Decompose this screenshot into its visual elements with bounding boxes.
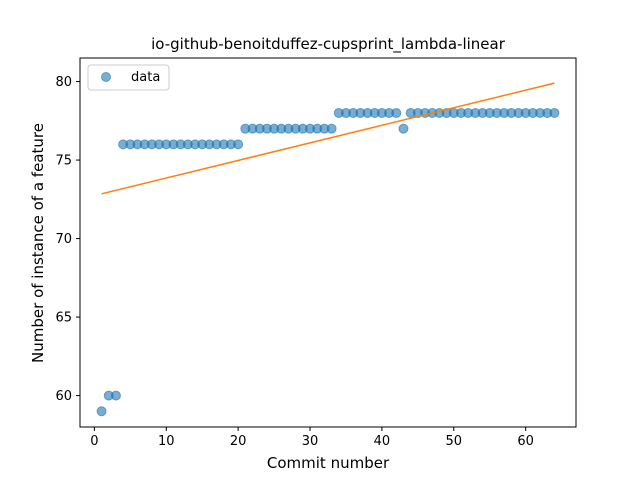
trend-line bbox=[101, 82, 555, 195]
y-tick-label: 75 bbox=[55, 154, 72, 169]
legend-marker-data bbox=[101, 72, 111, 82]
data-point bbox=[110, 390, 121, 401]
data-point bbox=[549, 107, 560, 118]
plot-area: 0 10 20 30 40 50 60 60 65 70 75 80 bbox=[55, 57, 577, 449]
x-tick-label: 10 bbox=[158, 434, 175, 449]
data-point bbox=[96, 406, 107, 417]
data-point bbox=[233, 139, 244, 150]
legend-box bbox=[87, 64, 170, 91]
axes-frame bbox=[79, 57, 577, 428]
x-tick-label: 60 bbox=[517, 434, 534, 449]
x-tick-label: 40 bbox=[374, 434, 391, 449]
y-axis-label: Number of instance of a feature bbox=[29, 123, 47, 363]
x-tick-label: 30 bbox=[302, 434, 319, 449]
data-point bbox=[326, 123, 337, 134]
y-tick-label: 60 bbox=[55, 389, 72, 404]
legend-label-data: data bbox=[131, 70, 160, 85]
x-tick-label: 20 bbox=[230, 434, 247, 449]
legend: data bbox=[87, 64, 170, 91]
y-tick-label: 70 bbox=[55, 232, 72, 247]
chart-title: io-github-benoitduffez-cupsprint_lambda-… bbox=[151, 35, 506, 54]
x-tick-label: 0 bbox=[90, 434, 98, 449]
data-point bbox=[398, 123, 409, 134]
y-tick-label: 65 bbox=[55, 311, 72, 326]
x-axis-label: Commit number bbox=[267, 454, 390, 472]
x-tick-label: 50 bbox=[446, 434, 463, 449]
y-tick-label: 80 bbox=[55, 75, 72, 90]
data-point bbox=[391, 107, 402, 118]
